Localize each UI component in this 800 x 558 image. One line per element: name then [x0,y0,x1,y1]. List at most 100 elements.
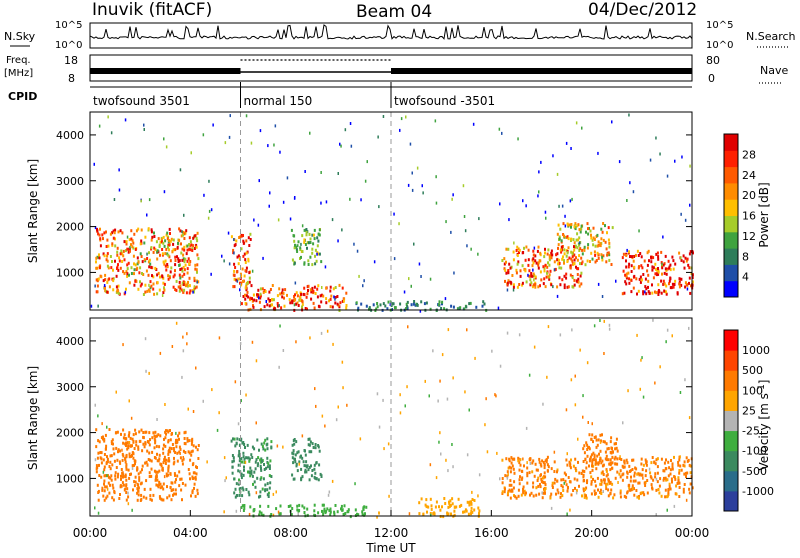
heat-cell [517,260,520,264]
heat-cell [517,488,520,492]
heat-cell [550,492,553,496]
heat-cell [176,451,179,455]
heat-cell [644,484,647,487]
heat-cell [588,464,590,468]
heat-cell [625,458,628,462]
heat-cell [680,258,683,262]
heat-cell [613,442,616,446]
heat-cell [101,422,103,426]
heat-cell [125,463,128,467]
heat-cell [295,291,298,295]
heat-cell [647,285,649,289]
heat-cell [179,168,182,172]
heat-cell [662,279,665,283]
heat-cell [167,277,170,281]
heat-cell [297,304,300,307]
heat-cell [540,464,543,468]
heat-cell [525,245,528,249]
heat-cell [603,481,606,485]
heat-cell [250,453,253,457]
heat-cell [282,445,284,449]
heat-cell [550,251,553,255]
heat-cell [116,458,119,462]
heat-cell [109,467,112,471]
heat-cell [570,257,573,261]
heat-cell [360,198,362,202]
heat-cell [338,283,341,287]
heat-cell [539,485,542,489]
heat-cell [455,505,458,509]
heat-cell [313,306,316,310]
heat-cell [517,459,520,463]
heat-cell [259,287,262,291]
heat-cell [249,307,252,311]
heat-cell [264,488,267,492]
heat-cell [446,397,449,401]
heat-cell [511,274,514,277]
heat-cell [266,465,269,469]
heat-cell [249,232,252,236]
heat-cell [269,288,272,291]
heat-cell [691,283,694,287]
heat-cell [227,231,230,235]
heat-cell [190,151,192,155]
heat-cell [512,285,515,289]
heat-cell [186,244,189,248]
heat-cell [301,224,304,228]
heat-cell [193,288,196,292]
heat-cell [94,403,96,407]
heat-cell [599,319,601,322]
heat-cell [664,495,667,499]
heat-cell [584,488,587,491]
heat-cell [231,465,234,469]
heat-cell [192,471,195,475]
heat-cell [320,300,323,304]
heat-cell [303,511,306,514]
heat-cell [566,463,569,467]
heat-cell [312,242,315,246]
heat-cell [318,228,321,232]
heat-cell [453,513,456,517]
heat-cell [298,460,301,464]
heat-cell [182,280,185,284]
heat-cell [148,475,151,478]
heat-cell [139,284,142,288]
heat-cell [410,284,412,288]
heat-cell [252,304,254,308]
heat-cell [103,437,106,441]
heat-cell [135,279,138,283]
heat-cell [164,444,167,448]
heat-cell [252,482,254,486]
heat-cell [176,474,179,478]
heat-cell [191,437,194,441]
heat-cell [158,469,161,473]
heat-cell [237,254,240,258]
heat-cell [575,489,578,493]
heat-cell [99,264,102,268]
heat-cell [189,458,192,462]
heat-cell [194,471,196,475]
heat-cell [318,233,321,237]
heat-cell [484,423,486,427]
heat-cell [627,271,630,275]
heat-cell [310,297,313,301]
heat-cell [293,261,296,265]
heat-cell [640,473,643,477]
heat-cell [536,479,539,482]
heat-cell [589,455,592,459]
heat-cell [537,285,540,289]
heat-cell [603,319,605,323]
heat-cell [605,454,608,458]
heat-cell [610,263,613,266]
heat-cell [184,451,187,454]
heat-cell [519,269,522,273]
heat-cell [574,486,576,490]
heat-cell [180,267,183,271]
heat-cell [259,458,262,462]
heat-cell [558,266,561,270]
heat-cell [134,480,137,484]
heat-cell [106,254,109,258]
heat-cell [658,491,661,495]
heat-cell [331,479,334,483]
heat-cell [460,503,463,507]
